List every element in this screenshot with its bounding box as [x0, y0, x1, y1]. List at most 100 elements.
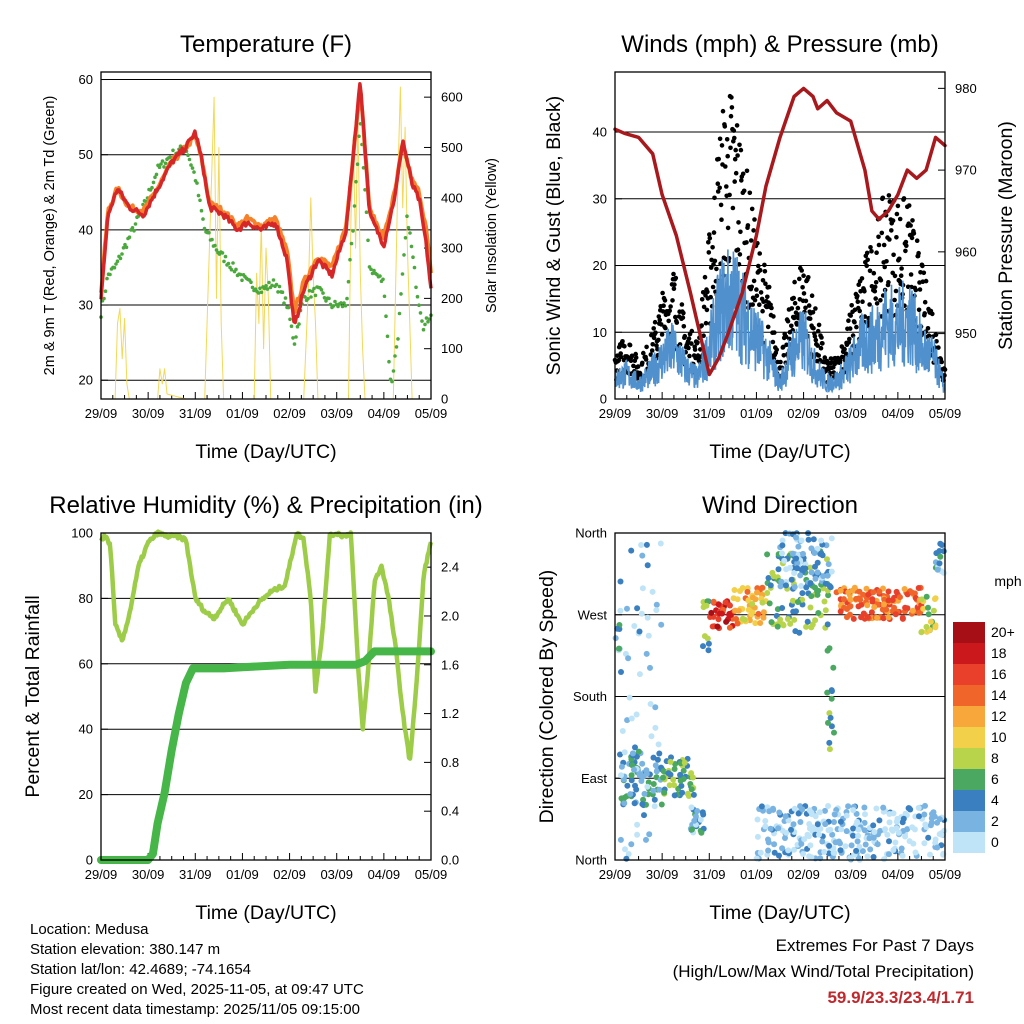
dewpoint-point: [309, 295, 313, 299]
gust-point: [757, 267, 763, 273]
direction-point: [837, 818, 844, 825]
dewpoint-point: [408, 231, 412, 235]
dewpoint-point: [381, 277, 385, 282]
latlon-text: Station lat/lon: 42.4689; -74.1654: [30, 961, 252, 978]
gust-point: [615, 353, 620, 359]
gust-point: [884, 259, 889, 264]
direction-point: [754, 833, 761, 840]
direction-point: [814, 821, 821, 828]
extremes-values: 59.9/23.3/23.4/1.71: [827, 988, 974, 1007]
x-tick-label: 30/09: [132, 867, 165, 882]
dewpoint-point: [423, 322, 427, 327]
colorbar-swatch: [953, 748, 985, 769]
gust-point: [737, 142, 742, 148]
gust-point: [874, 301, 880, 306]
y-tick-label-right: 300: [441, 241, 463, 256]
direction-point: [804, 618, 811, 625]
direction-point: [916, 813, 922, 820]
direction-point: [627, 791, 634, 798]
gust-point: [745, 223, 751, 228]
direction-point: [617, 751, 623, 758]
direction-point: [807, 604, 814, 611]
gust-point: [765, 294, 770, 300]
dewpoint-point: [123, 242, 127, 247]
x-tick-label: 29/09: [599, 406, 632, 421]
direction-point: [705, 640, 712, 647]
direction-point: [811, 550, 818, 556]
direction-point: [785, 847, 792, 854]
x-tick-label: 04/09: [882, 406, 915, 421]
dewpoint-point: [127, 235, 132, 239]
direction-point: [631, 766, 637, 773]
direction-point: [814, 569, 821, 576]
gust-point: [744, 168, 750, 174]
dewpoint-point: [382, 294, 387, 299]
gust-point: [913, 287, 919, 293]
direction-point: [644, 783, 651, 790]
direction-point: [803, 584, 810, 591]
dewpoint-point: [321, 291, 325, 295]
direction-point: [900, 815, 907, 822]
direction-point: [870, 822, 877, 829]
y-tick-label-right: 0.8: [441, 755, 459, 770]
direction-point: [739, 585, 746, 591]
dewpoint-point: [199, 208, 204, 213]
direction-point: [705, 647, 712, 654]
direction-point: [821, 848, 828, 855]
gust-point: [643, 357, 649, 362]
direction-point: [871, 604, 878, 611]
direction-point: [744, 588, 751, 595]
x-tick-label: 31/09: [693, 406, 726, 421]
y-tick-label-right: 200: [441, 291, 463, 306]
direction-point: [656, 786, 663, 793]
direction-point: [694, 808, 701, 814]
dewpoint-point: [249, 280, 253, 285]
direction-point: [794, 599, 801, 605]
direction-point: [885, 588, 892, 595]
direction-point: [631, 623, 638, 629]
dewpoint-point: [348, 257, 352, 262]
direction-point: [760, 609, 767, 616]
direction-point: [640, 773, 647, 780]
gust-point: [734, 123, 740, 128]
gust-point: [762, 269, 768, 274]
direction-point: [824, 647, 831, 654]
direction-point: [886, 838, 892, 845]
gust-point: [681, 324, 687, 329]
direction-point: [644, 614, 651, 621]
gust-point: [921, 270, 927, 276]
gust-point: [679, 302, 685, 307]
direction-point: [793, 608, 799, 615]
x-tick-label: 31/09: [179, 406, 212, 421]
gust-point: [660, 290, 665, 296]
direction-point: [787, 620, 794, 627]
direction-point: [766, 600, 773, 607]
gust-point: [792, 279, 797, 285]
direction-point: [812, 575, 819, 582]
dewpoint-point: [231, 261, 235, 265]
gust-point: [719, 143, 725, 148]
gust-point: [899, 266, 904, 271]
direction-point: [888, 826, 895, 833]
recent-timestamp-text: Most recent data timestamp: 2025/11/05 0…: [30, 1001, 360, 1018]
gust-point: [790, 327, 795, 333]
gust-point: [903, 239, 909, 245]
direction-point: [826, 710, 833, 717]
chart-title: Temperature (F): [180, 31, 352, 58]
direction-point: [653, 601, 660, 608]
gust-point: [618, 354, 624, 360]
dewpoint-point: [424, 316, 429, 320]
direction-point: [697, 816, 704, 823]
direction-point: [860, 610, 867, 617]
direction-point: [855, 832, 862, 839]
gust-point: [800, 285, 805, 290]
gust-point: [843, 351, 849, 357]
gust-point: [789, 323, 794, 329]
dewpoint-point: [306, 297, 310, 301]
gust-point: [882, 264, 887, 270]
y-tick-label: 0: [600, 392, 607, 407]
gust-point: [847, 336, 852, 342]
direction-point: [783, 582, 789, 589]
gust-point: [926, 333, 932, 339]
gust-point: [620, 339, 625, 344]
